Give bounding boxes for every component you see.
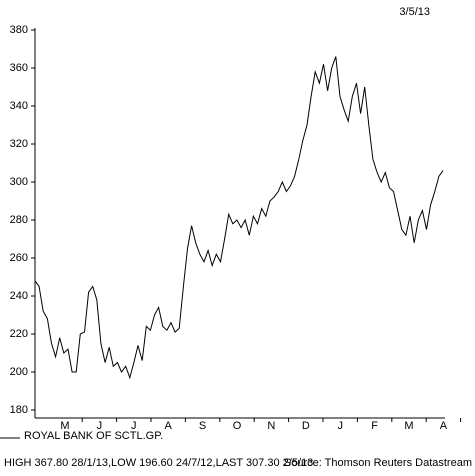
x-tick-label: F <box>371 420 378 432</box>
y-tick-label: 220 <box>10 328 28 340</box>
x-tick-label: S <box>199 420 206 432</box>
x-tick-label: D <box>302 420 310 432</box>
x-tick-label: A <box>165 420 173 432</box>
x-tick-label: J <box>131 420 137 432</box>
y-tick-label: 280 <box>10 214 28 226</box>
x-tick-label: N <box>267 420 275 432</box>
y-tick-label: 380 <box>10 24 28 36</box>
x-tick-label: M <box>60 420 69 432</box>
x-tick-label: M <box>404 420 413 432</box>
price-line <box>34 56 444 380</box>
y-tick-label: 360 <box>10 62 28 74</box>
x-tick-label: J <box>337 420 343 432</box>
y-tick-label: 260 <box>10 252 28 264</box>
source: Source: Thomson Reuters Datastream <box>284 457 472 469</box>
y-tick-label: 180 <box>10 404 28 416</box>
y-tick-label: 200 <box>10 366 28 378</box>
y-tick-label: 240 <box>10 290 28 302</box>
legend-label: ROYAL BANK OF SCTL.GP. <box>24 430 163 442</box>
x-tick-label: O <box>233 420 242 432</box>
y-tick-label: 300 <box>10 176 28 188</box>
y-tick-label: 320 <box>10 138 28 150</box>
x-tick-label: J <box>97 420 103 432</box>
chart-date: 3/5/13 <box>399 6 430 18</box>
stats: HIGH 367.80 28/1/13,LOW 196.60 24/7/12,L… <box>4 457 313 469</box>
y-tick-label: 340 <box>10 100 28 112</box>
x-tick-label: A <box>440 420 448 432</box>
